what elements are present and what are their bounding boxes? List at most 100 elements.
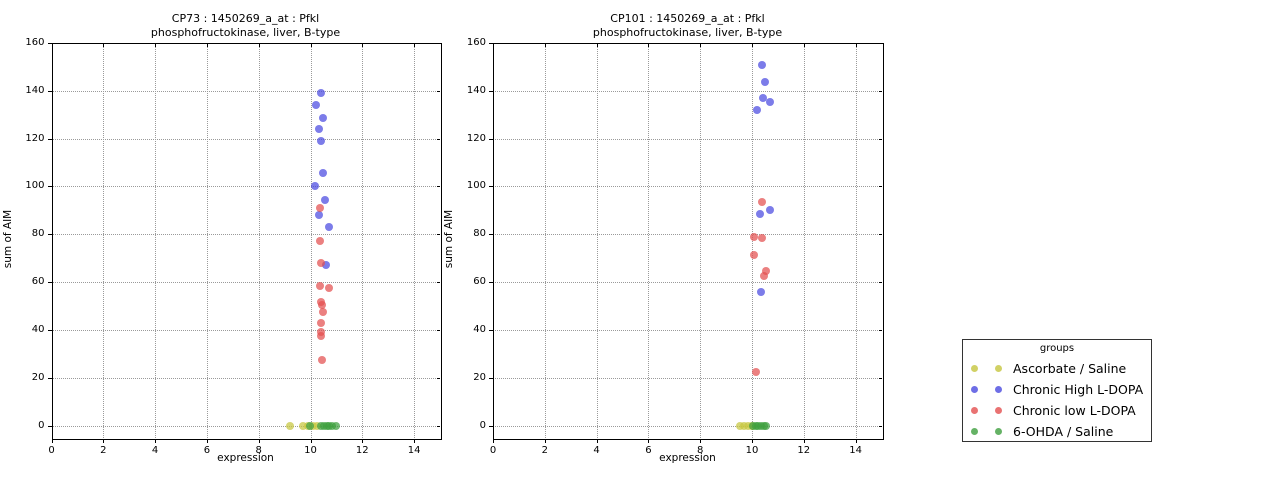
y-tick (489, 425, 493, 427)
x-tick-label: 0 (48, 444, 55, 456)
data-point (761, 78, 770, 87)
y-tick-right (878, 186, 882, 188)
gridline-x (258, 43, 260, 438)
x-tick-label: 4 (593, 444, 600, 456)
x-tick (206, 438, 208, 443)
x-tick-label: 2 (100, 444, 107, 456)
y-tick-right (437, 329, 440, 331)
gridline-y (493, 282, 882, 284)
x-tick-top (855, 44, 857, 47)
data-point (752, 367, 761, 376)
x-axis-label: expression (659, 452, 716, 464)
y-tick-label: 100 (466, 180, 486, 192)
x-tick (752, 438, 753, 443)
x-tick-top (206, 44, 208, 47)
data-point (761, 267, 770, 276)
y-tick (489, 186, 493, 188)
legend-item: Chronic low L-DOPA (963, 400, 1151, 421)
x-tick (493, 438, 494, 443)
data-point (311, 182, 320, 191)
y-tick (47, 43, 52, 44)
y-tick-right (878, 138, 882, 140)
y-tick-label: 100 (25, 180, 45, 192)
y-tick-right (437, 234, 440, 236)
plot-title-cp101: CP101 : 1450269_a_at : Pfkl phosphofruct… (493, 12, 882, 40)
data-point (285, 421, 294, 430)
x-tick-label: 2 (541, 444, 548, 456)
gridline-x (103, 43, 105, 438)
plot-frame (51, 43, 442, 440)
x-tick-label: 12 (797, 444, 811, 456)
x-tick (803, 438, 805, 443)
data-point (316, 203, 325, 212)
data-point (760, 272, 769, 281)
y-tick-label: 0 (479, 419, 486, 431)
data-point (316, 281, 325, 290)
legend-item-label: 6-OHDA / Saline (1013, 424, 1114, 439)
data-point (759, 93, 768, 102)
y-tick (47, 425, 52, 427)
data-point (758, 60, 767, 69)
data-point (316, 89, 325, 98)
y-tick-right (878, 329, 882, 331)
x-tick-top (258, 44, 260, 47)
x-tick (362, 438, 364, 443)
x-tick-label: 12 (355, 444, 369, 456)
x-tick (544, 438, 546, 443)
y-tick-label: 40 (473, 323, 486, 335)
data-point (757, 233, 766, 242)
data-point (314, 125, 323, 134)
x-tick-top (103, 44, 105, 47)
data-point (318, 169, 327, 178)
gridline-y (51, 138, 440, 140)
data-point (765, 206, 774, 215)
y-tick (489, 282, 493, 284)
gridline-x (855, 43, 857, 438)
x-tick-label: 8 (255, 444, 262, 456)
y-tick-label: 160 (25, 37, 45, 48)
x-tick-label: 8 (697, 444, 704, 456)
y-tick (489, 138, 493, 140)
y-tick-right (878, 90, 882, 92)
x-tick-top (803, 44, 805, 47)
data-point (762, 421, 771, 430)
gridline-y (51, 234, 440, 236)
data-point (750, 250, 759, 259)
x-tick (258, 438, 260, 443)
gridline-y (493, 377, 882, 379)
y-tick (47, 138, 52, 140)
y-tick-right (437, 43, 440, 44)
x-tick-top (362, 44, 364, 47)
y-tick-label: 60 (473, 276, 486, 288)
legend-item: Ascorbate / Saline (963, 358, 1151, 379)
data-point (331, 421, 340, 430)
legend-marker-dot (995, 386, 1002, 393)
x-axis-label: expression (217, 452, 274, 464)
x-tick (103, 438, 105, 443)
y-tick-label: 140 (25, 84, 45, 96)
gridline-y (51, 329, 440, 331)
y-tick (47, 377, 52, 379)
legend: groups Ascorbate / Saline Chronic High L-… (962, 339, 1152, 442)
x-tick-label: 14 (407, 444, 421, 456)
y-tick-label: 0 (38, 419, 45, 431)
y-tick-label: 120 (25, 132, 45, 144)
data-point (316, 237, 325, 246)
y-tick-label: 80 (473, 228, 486, 240)
legend-marker-dot (995, 428, 1002, 435)
y-tick (47, 186, 52, 188)
gridline-x (648, 43, 650, 438)
legend-marker-dot (971, 365, 978, 372)
gridline-y (51, 377, 440, 379)
gridline-y (51, 90, 440, 92)
data-point (325, 223, 334, 232)
x-tick (596, 438, 598, 443)
x-tick-top (752, 44, 753, 47)
x-tick-label: 0 (489, 444, 497, 456)
legend-title: groups (1039, 343, 1075, 354)
gridline-y (51, 425, 440, 427)
x-tick-label: 6 (645, 444, 652, 456)
plot-title-line2: phosphofructokinase, liver, B-type (592, 26, 783, 39)
x-tick-top (414, 44, 416, 47)
